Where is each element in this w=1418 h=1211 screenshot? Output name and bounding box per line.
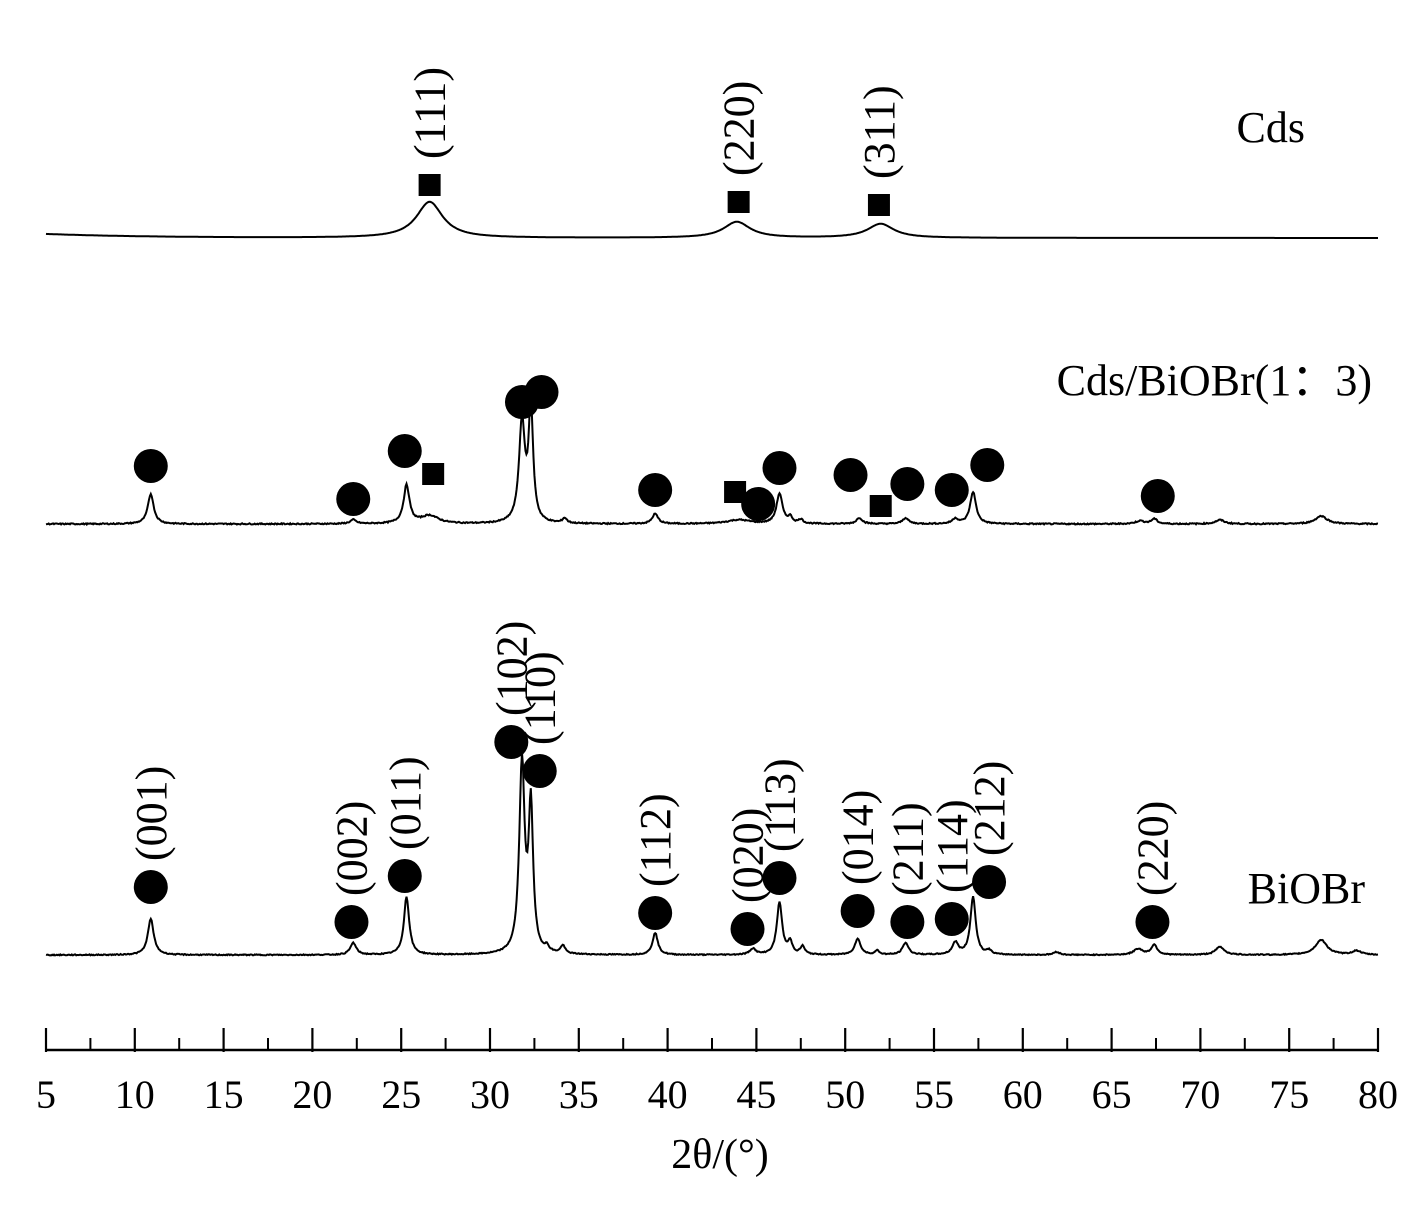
phase-square-marker [867, 194, 890, 216]
xrd-pattern-line [45, 200, 1378, 239]
phase-circle-marker [1135, 905, 1170, 939]
phase-circle-marker [494, 725, 529, 759]
x-tick-label: 25 [381, 1072, 421, 1117]
xrd-pattern-line [45, 753, 1379, 957]
phase-circle-marker [522, 754, 557, 788]
phase-circle-marker [387, 859, 422, 893]
miller-index-label: (220) [1128, 801, 1177, 896]
phase-square-marker [418, 174, 441, 196]
x-tick-label: 65 [1092, 1072, 1132, 1117]
miller-index-label: (110) [516, 651, 565, 745]
x-tick-label: 60 [1003, 1072, 1043, 1117]
x-axis-label: 2θ/(°) [671, 1132, 769, 1178]
x-tick-label: 50 [825, 1072, 865, 1117]
phase-circle-marker [133, 449, 168, 483]
miller-index-label: (001) [127, 766, 176, 861]
x-tick-label: 80 [1358, 1072, 1398, 1117]
x-tick-label: 70 [1180, 1072, 1220, 1117]
phase-square-marker [724, 481, 747, 503]
miller-index-label: (014) [834, 790, 883, 885]
series-layer: Cds (111) (220) (311) Cds/BiOBr(1：3) BiOBr (00… [45, 67, 1379, 957]
x-tick-label: 20 [292, 1072, 332, 1117]
x-tick-label: 75 [1269, 1072, 1309, 1117]
miller-index-label: (102) [487, 621, 536, 716]
phase-circle-marker [762, 861, 797, 895]
miller-index-label: (113) [755, 758, 804, 852]
phase-circle-marker [970, 448, 1005, 482]
phase-circle-marker [934, 473, 969, 507]
x-tick-label: 5 [36, 1072, 56, 1117]
series-2: BiOBr (001) (002) (011) (102)(110) (112) (020)… [45, 621, 1379, 957]
phase-circle-marker [840, 894, 875, 928]
x-tick-label: 45 [736, 1072, 776, 1117]
series-name-label: Cds/BiOBr(1：3) [1057, 356, 1372, 405]
phase-circle-marker [387, 434, 422, 468]
series-0: Cds (111) (220) (311) [45, 67, 1378, 239]
miller-index-label: (112) [631, 793, 680, 887]
series-name-label: BiOBr [1248, 864, 1366, 913]
phase-square-marker [727, 191, 750, 213]
phase-circle-marker [638, 473, 673, 507]
series-1: Cds/BiOBr(1：3) [45, 356, 1379, 527]
phase-circle-marker [934, 902, 969, 936]
miller-index-label: (002) [327, 801, 376, 896]
phase-square-marker [422, 463, 445, 485]
phase-circle-marker [972, 865, 1007, 899]
miller-index-label: (011) [381, 756, 430, 850]
phase-circle-marker [762, 451, 797, 485]
series-name-label: Cds [1237, 103, 1305, 152]
phase-circle-marker [334, 905, 369, 939]
x-axis-ticks: 5 10 15 20 25 30 35 40 45 50 55 60 65 70 75 80 [36, 1028, 1398, 1117]
phase-circle-marker [1140, 479, 1175, 513]
x-tick-label: 10 [115, 1072, 155, 1117]
xrd-pattern-line [45, 394, 1379, 527]
phase-circle-marker [524, 375, 559, 409]
phase-circle-marker [890, 905, 925, 939]
miller-index-label: (212) [965, 761, 1014, 856]
miller-index-label: (211) [883, 802, 932, 896]
phase-circle-marker [638, 896, 673, 930]
miller-index-label: (020) [724, 808, 773, 903]
phase-circle-marker [833, 458, 868, 492]
phase-circle-marker [730, 912, 765, 946]
phase-circle-marker [890, 467, 925, 501]
miller-index-label: (114) [928, 799, 977, 893]
phase-circle-marker [133, 870, 168, 904]
x-tick-label: 15 [204, 1072, 244, 1117]
phase-circle-marker [741, 487, 776, 521]
x-tick-label: 40 [648, 1072, 688, 1117]
miller-index-label: (111) [406, 67, 455, 159]
miller-index-label: (220) [715, 81, 764, 176]
phase-square-marker [869, 495, 892, 517]
x-tick-label: 30 [470, 1072, 510, 1117]
x-axis: 5 10 15 20 25 30 35 40 45 50 55 60 65 70 75 80 [36, 1028, 1398, 1117]
miller-index-label: (311) [855, 85, 904, 179]
phase-circle-marker [336, 482, 371, 516]
x-tick-label: 55 [914, 1072, 954, 1117]
x-tick-label: 35 [559, 1072, 599, 1117]
